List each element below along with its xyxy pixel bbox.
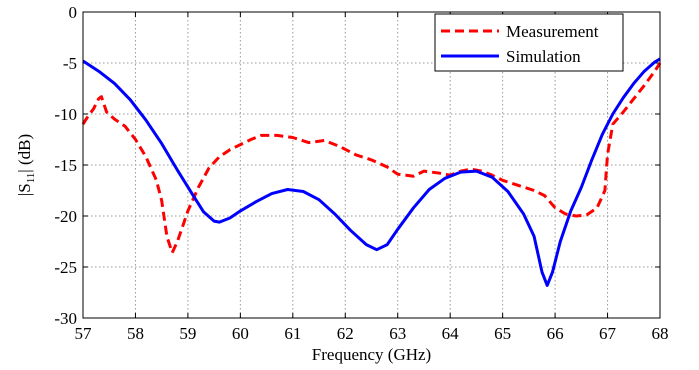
series-layer bbox=[81, 57, 662, 287]
y-axis-label-tail: | (dB) bbox=[15, 134, 34, 173]
series-line-measurement bbox=[81, 62, 662, 255]
x-tick-label: 58 bbox=[127, 324, 144, 343]
y-tick-label: -20 bbox=[54, 207, 77, 226]
y-axis-label-main: |S bbox=[15, 183, 34, 196]
x-tick-label: 60 bbox=[232, 324, 249, 343]
x-tick-label: 67 bbox=[599, 324, 617, 343]
y-tick-label: -25 bbox=[54, 258, 77, 277]
y-tick-label: -30 bbox=[54, 309, 77, 328]
y-tick-label: -10 bbox=[54, 105, 77, 124]
x-tick-label: 66 bbox=[547, 324, 564, 343]
x-tick-label: 62 bbox=[337, 324, 354, 343]
x-tick-label: 64 bbox=[442, 324, 460, 343]
x-tick-label: 63 bbox=[389, 324, 406, 343]
y-tick-label: -15 bbox=[54, 156, 77, 175]
y-tick-label: -5 bbox=[63, 54, 77, 73]
legend-box bbox=[434, 13, 624, 72]
y-axis-label: |S11| (dB) bbox=[15, 134, 37, 196]
legend: Measurement Simulation bbox=[434, 13, 624, 72]
x-tick-label: 57 bbox=[75, 324, 93, 343]
x-tick-labels: 57 58 59 60 61 62 63 64 65 66 67 68 bbox=[75, 324, 669, 343]
x-tick-label: 65 bbox=[494, 324, 511, 343]
y-axis-label-subscript: 11 bbox=[25, 173, 37, 184]
legend-label-measurement: Measurement bbox=[506, 22, 599, 41]
x-tick-label: 59 bbox=[179, 324, 196, 343]
series-line-simulation bbox=[82, 57, 661, 287]
x-axis-label: Frequency (GHz) bbox=[312, 345, 431, 364]
legend-label-simulation: Simulation bbox=[506, 47, 581, 66]
y-tick-label: 0 bbox=[69, 3, 78, 22]
x-tick-label: 61 bbox=[284, 324, 301, 343]
plot-frame bbox=[82, 11, 661, 319]
y-tick-labels: 0 -5 -10 -15 -20 -25 -30 bbox=[54, 3, 77, 328]
x-tick-label: 68 bbox=[652, 324, 669, 343]
